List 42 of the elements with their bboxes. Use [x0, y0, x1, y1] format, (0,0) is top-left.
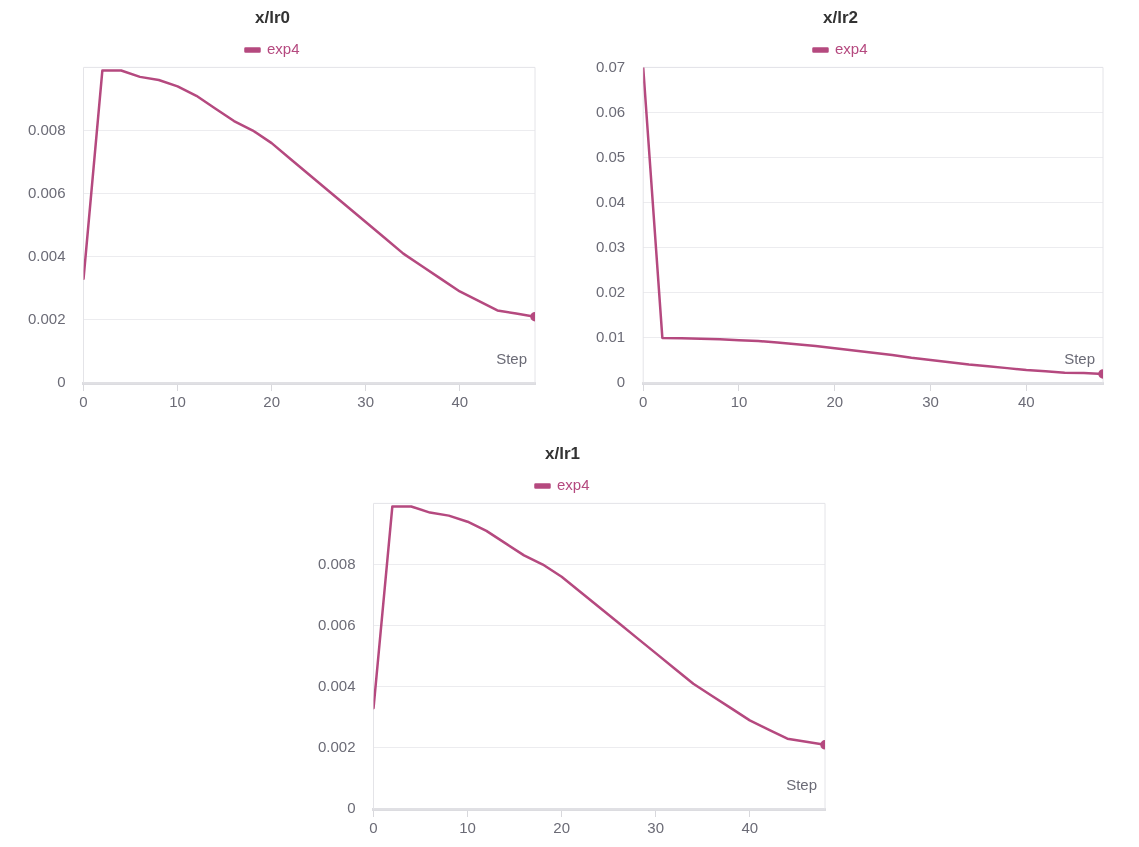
- y-tick-label: 0.05: [595, 147, 626, 165]
- y-tick-label: 0: [57, 373, 66, 391]
- x-tick-label: 20: [263, 393, 280, 411]
- legend-label: exp4: [556, 476, 590, 494]
- chart-title: x/lr1: [545, 443, 580, 463]
- y-tick-label: 0.002: [317, 738, 356, 756]
- y-tick-label: 0.008: [317, 554, 356, 572]
- x-tick-label: 30: [647, 819, 665, 837]
- chart-title: x/lr2: [823, 7, 858, 27]
- y-tick-label: 0.04: [595, 192, 626, 210]
- y-tick-label: 0.006: [27, 183, 66, 201]
- x-tick-label: 0: [639, 393, 648, 411]
- y-tick-label: 0.07: [595, 57, 626, 75]
- x-tick-label: 10: [459, 819, 476, 837]
- legend-label: exp4: [834, 40, 868, 58]
- x-tick-label: 20: [553, 819, 570, 837]
- y-tick-label: 0.008: [27, 120, 66, 138]
- x-tick-label: 10: [730, 393, 748, 411]
- y-tick-label: 0.03: [595, 237, 626, 255]
- y-tick-label: 0.004: [27, 246, 66, 264]
- y-tick-label: 0.006: [317, 615, 356, 633]
- x-axis-title: Step: [786, 775, 817, 793]
- y-tick-label: 0: [347, 799, 356, 817]
- y-tick-label: 0.002: [27, 310, 66, 328]
- x-axis-title: Step: [496, 349, 527, 367]
- x-tick-label: 20: [826, 393, 844, 411]
- y-tick-label: 0.004: [317, 676, 356, 694]
- y-tick-label: 0.06: [595, 102, 626, 120]
- chart-title: x/lr0: [255, 7, 290, 27]
- y-tick-label: 0.01: [595, 328, 626, 346]
- x-tick-label: 40: [1018, 393, 1035, 411]
- x-tick-label: 40: [741, 819, 759, 837]
- x-axis-title: Step: [1064, 349, 1095, 367]
- y-tick-label: 0.02: [595, 282, 626, 300]
- x-tick-label: 10: [169, 393, 186, 411]
- x-tick-label: 30: [357, 393, 375, 411]
- x-tick-label: 0: [369, 819, 378, 837]
- x-tick-label: 0: [79, 393, 88, 411]
- y-tick-label: 0: [616, 373, 626, 391]
- x-tick-label: 30: [922, 393, 939, 411]
- legend-label: exp4: [266, 40, 300, 58]
- x-tick-label: 40: [451, 393, 469, 411]
